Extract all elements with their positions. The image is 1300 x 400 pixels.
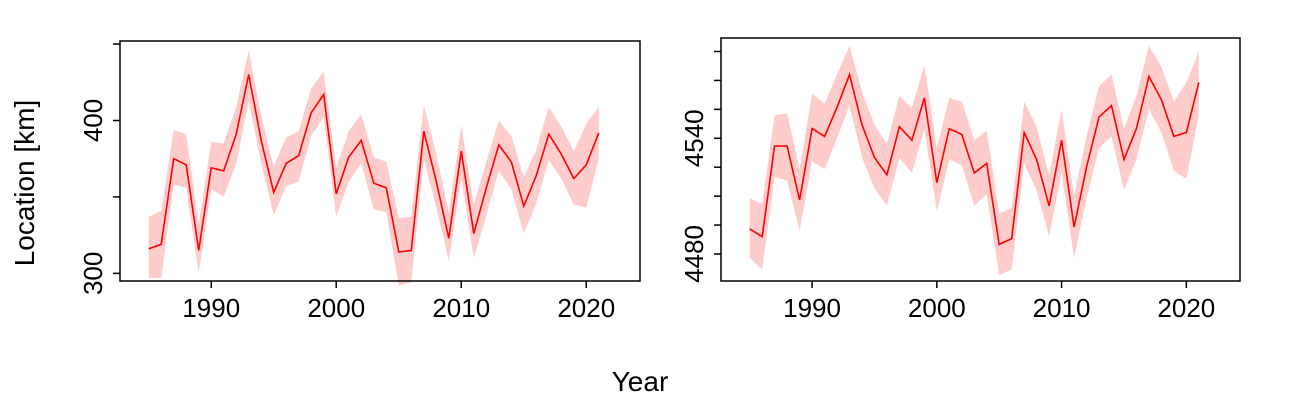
confidence-band xyxy=(148,50,599,286)
y-axis-label: Location [km] xyxy=(9,100,40,267)
x-tick-label: 1990 xyxy=(182,293,240,323)
plot-frame xyxy=(119,40,641,282)
y-tick-label: 400 xyxy=(78,99,108,142)
x-tick-label: 1990 xyxy=(783,293,841,323)
series-line xyxy=(749,71,1200,246)
x-tick-label: 2010 xyxy=(1033,293,1091,323)
x-tick-label: 2000 xyxy=(908,293,966,323)
right-panel: 1990 2000 2010 2020 4480 4540 xyxy=(679,37,1241,323)
x-tick-label: 2010 xyxy=(432,293,490,323)
x-axis-label: Year xyxy=(612,366,669,397)
confidence-band xyxy=(749,45,1199,276)
x-tick-label: 2020 xyxy=(557,293,615,323)
y-tick-label: 300 xyxy=(78,252,108,295)
y-tick-label: 4540 xyxy=(679,109,709,167)
x-tick-label: 2000 xyxy=(307,293,365,323)
x-tick-label: 2020 xyxy=(1157,293,1215,323)
y-tick-label: 4480 xyxy=(679,225,709,283)
left-panel: 1990 2000 2010 2020 300 400 xyxy=(78,40,641,323)
series-line xyxy=(148,74,600,253)
plot-frame xyxy=(720,37,1241,282)
